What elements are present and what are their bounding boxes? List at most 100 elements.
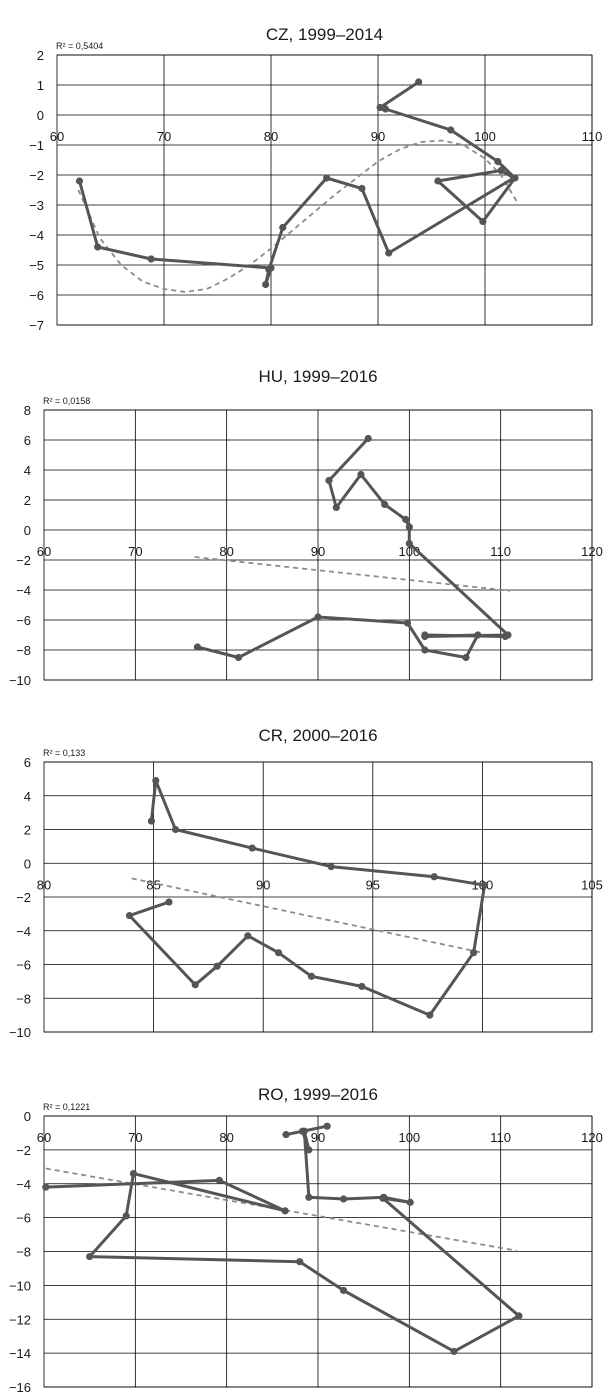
data-point (357, 470, 365, 479)
data-point (402, 515, 410, 524)
data-point (406, 1198, 414, 1206)
data-point (415, 78, 423, 86)
chart-panel-0: CZ, 1999–2014 R² = 0,5404 2 1 0 −1 −2 −3 −4 −5 −6 −… (29, 25, 602, 333)
data-point (339, 1286, 348, 1295)
y-tick-label: −2 (29, 168, 44, 183)
x-tick-label: 90 (256, 877, 270, 892)
data-point (165, 898, 173, 906)
data-point (462, 653, 470, 662)
x-tick-label: 70 (128, 1130, 142, 1145)
data-point (42, 1183, 50, 1191)
data-point (405, 539, 413, 548)
y-tick-label: −3 (29, 198, 44, 213)
y-tick-label: −6 (16, 958, 31, 973)
trendline (45, 1167, 518, 1252)
data-point (470, 949, 478, 957)
y-tick-label: 0 (24, 856, 31, 871)
y-tick-label: 2 (37, 48, 44, 63)
data-point (379, 1194, 387, 1202)
y-tick-label: 6 (24, 755, 31, 770)
y-tick-label: 0 (24, 1109, 31, 1124)
y-tick-label: 4 (24, 463, 31, 478)
y-tick-label: 8 (24, 403, 31, 418)
data-point (421, 646, 429, 654)
data-point (405, 523, 413, 531)
x-tick-label: 90 (311, 1130, 325, 1145)
data-point (450, 1347, 458, 1356)
data-point (129, 1169, 138, 1178)
data-point (385, 249, 393, 257)
x-tick-label: 70 (157, 129, 171, 144)
data-point (358, 184, 366, 193)
data-point (515, 1312, 523, 1320)
y-tick-label: −2 (16, 1143, 31, 1158)
plot-area-border (43, 761, 593, 1033)
data-point (152, 776, 160, 785)
chart-panel-2: CR, 2000–2016 R² = 0,133 6 4 2 0 −2 −4 −6 −8 −10 80… (9, 726, 603, 1040)
y-tick-label: −7 (29, 318, 44, 333)
y-tick-label: −6 (16, 1211, 31, 1226)
data-point (213, 962, 221, 970)
data-point (296, 1258, 304, 1266)
x-tick-label: 105 (581, 877, 603, 892)
x-tick-label: 80 (219, 544, 233, 559)
data-point (480, 881, 489, 889)
data-point (421, 631, 429, 639)
data-point (234, 653, 243, 662)
y-tick-label: −4 (29, 228, 44, 243)
x-tick-label: 60 (37, 1130, 51, 1145)
data-point (447, 126, 455, 134)
data-point (364, 434, 372, 443)
data-point (86, 1252, 94, 1261)
x-tick-label: 80 (219, 1130, 233, 1145)
y-tick-label: 2 (24, 493, 31, 508)
x-tick-label: 70 (128, 544, 142, 559)
data-point (281, 1207, 289, 1215)
data-point (279, 223, 287, 232)
chart-title: RO, 1999–2016 (258, 1085, 378, 1104)
y-tick-label: −4 (16, 583, 31, 598)
chart-title: CR, 2000–2016 (258, 726, 377, 745)
x-tick-label: 110 (582, 129, 603, 144)
y-tick-label: −14 (9, 1346, 31, 1361)
trendline (194, 556, 510, 592)
y-tick-label: 2 (24, 823, 31, 838)
x-tick-label: 85 (146, 877, 160, 892)
data-point (327, 863, 335, 871)
chart-panel-1: HU, 1999–2016 R² = 0,0158 8 6 4 2 0 −2 −4 −6 −8 −10… (9, 367, 603, 688)
r-squared-label: R² = 0,5404 (56, 41, 103, 51)
y-tick-label: −6 (29, 288, 44, 303)
chart-title: HU, 1999–2016 (258, 367, 377, 386)
series-line (128, 779, 487, 1017)
x-tick-label: 80 (264, 129, 278, 144)
data-point (262, 280, 270, 289)
y-tick-label: 1 (37, 78, 44, 93)
data-point (323, 1122, 331, 1130)
y-tick-label: 6 (24, 433, 31, 448)
data-point (94, 243, 102, 251)
y-tick-label: −5 (29, 258, 44, 273)
data-point (305, 1193, 313, 1201)
data-point (358, 982, 366, 991)
plot-area-border (56, 54, 593, 326)
x-tick-label: 100 (398, 1130, 420, 1145)
data-point (191, 981, 199, 989)
plot-area-border (43, 1115, 593, 1388)
x-tick-label: 90 (371, 129, 385, 144)
series-line (423, 633, 507, 638)
x-tick-label: 120 (581, 544, 603, 559)
data-point (215, 1176, 223, 1184)
data-point (75, 177, 84, 185)
y-tick-label: −2 (16, 890, 31, 905)
x-tick-label: 80 (37, 877, 51, 892)
x-tick-label: 95 (366, 877, 380, 892)
chart-panel-3: RO, 1999–2016 R² = 0,1221 0 −2 −4 −6 −8 −10 −12 −… (9, 1085, 603, 1395)
y-tick-label: −6 (16, 613, 31, 628)
data-point (332, 503, 340, 512)
y-tick-label: 0 (37, 108, 44, 123)
y-tick-label: 4 (24, 789, 31, 804)
data-point (479, 217, 487, 226)
data-point (147, 255, 155, 263)
y-tick-label: −10 (9, 1025, 31, 1040)
